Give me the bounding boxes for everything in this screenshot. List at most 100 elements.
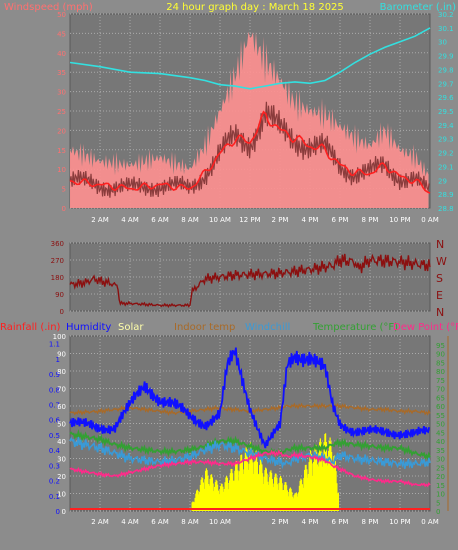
solar-bar <box>331 466 333 511</box>
solar-bar <box>235 463 237 511</box>
solar-bar <box>323 442 325 511</box>
solar-bar <box>233 480 235 511</box>
solar-bar <box>205 468 207 511</box>
solar-bar <box>313 462 315 511</box>
solar-bar <box>286 485 288 511</box>
solar-bar <box>281 483 283 511</box>
solar-bar <box>235 461 237 511</box>
windchill-line <box>69 436 431 470</box>
solar-bar <box>226 477 228 511</box>
dewpoint-line <box>69 449 431 488</box>
solar-bar <box>224 482 226 511</box>
temperature-y-tick: 60 <box>436 403 445 411</box>
solar-bar <box>280 478 282 511</box>
solar-bar <box>212 483 214 511</box>
solar-bar <box>234 470 236 511</box>
solar-bar <box>335 471 337 511</box>
rain-y-tick: 0.9 <box>49 371 60 379</box>
wind-x-tick: 0 AM <box>421 216 439 224</box>
solar-bar <box>196 490 198 511</box>
solar-bar <box>213 491 215 511</box>
solar-bar <box>322 466 324 511</box>
solar-bar <box>275 473 277 511</box>
solar-bar <box>313 450 315 511</box>
solar-bar <box>208 484 210 511</box>
solar-bar <box>209 478 211 511</box>
humidity-y-tick: 90 <box>57 351 66 359</box>
wind-x-tick: 4 PM <box>302 216 319 224</box>
solar-bar <box>199 491 201 511</box>
solar-bar <box>221 483 223 511</box>
solar-bar <box>217 484 219 511</box>
env-legend-label: Temperature (°F) <box>312 322 398 333</box>
env-x-tick: 10 AM <box>209 518 231 526</box>
solar-bar <box>227 483 229 511</box>
solar-bar <box>314 444 316 511</box>
wind-y-tick: 40 <box>57 50 66 58</box>
solar-bar <box>191 502 193 511</box>
solar-bar <box>279 477 281 511</box>
solar-bar <box>325 433 327 511</box>
solar-bar <box>285 482 287 511</box>
barometer-y-tick: 30 <box>438 39 447 47</box>
windspeed-axis-label: Windspeed (mph) <box>4 2 93 13</box>
solar-bar <box>310 454 312 511</box>
temperature-y-tick: 75 <box>436 377 445 385</box>
compass-label: N <box>436 238 444 251</box>
solar-bar <box>253 461 255 511</box>
solar-bar <box>214 486 216 511</box>
barometer-line <box>69 27 431 90</box>
solar-bar <box>252 462 254 511</box>
temperature-y-tick: 55 <box>436 412 445 420</box>
solar-bar <box>243 474 245 511</box>
solar-bar <box>245 447 247 511</box>
solar-bar <box>284 482 286 511</box>
solar-bar <box>250 442 252 511</box>
wind-x-tick: 12 PM <box>239 216 260 224</box>
solar-bar <box>286 490 288 511</box>
env-x-tick: 8 PM <box>362 518 379 526</box>
compass-label: N <box>436 306 444 319</box>
solar-bar <box>199 485 201 511</box>
solar-bar <box>322 456 324 511</box>
solar-bar <box>293 495 295 511</box>
solar-bar <box>333 456 335 511</box>
rain-y-tick: 0.1 <box>49 493 60 501</box>
solar-bar <box>196 489 198 511</box>
temperature-y-tick: 40 <box>436 438 445 446</box>
env-legend-label: Humidity <box>66 322 111 333</box>
humidity-y-tick: 50 <box>57 421 66 429</box>
solar-bar <box>290 488 292 511</box>
solar-bar <box>241 454 243 511</box>
wind-x-tick: 6 AM <box>151 216 169 224</box>
humidity-y-tick: 0 <box>62 508 66 516</box>
solar-bar <box>195 493 197 511</box>
temperature-y-tick: 65 <box>436 394 445 402</box>
humidity-line <box>69 347 430 449</box>
solar-bar <box>246 449 248 511</box>
solar-bar <box>318 452 320 511</box>
barometer-y-tick: 28.9 <box>438 191 454 199</box>
solar-bar <box>336 483 338 511</box>
temperature-y-tick: 5 <box>436 499 440 507</box>
temperature-y-tick: 45 <box>436 429 445 437</box>
solar-bar <box>327 465 329 511</box>
solar-bar <box>240 455 242 511</box>
solar-bar <box>274 477 276 511</box>
wind-y-tick: 10 <box>57 166 66 174</box>
direction-y-tick: 180 <box>51 274 64 282</box>
temperature-y-tick: 95 <box>436 342 445 350</box>
solar-bar <box>220 483 222 511</box>
solar-bar <box>256 453 258 511</box>
barometer-y-tick: 29.5 <box>438 108 454 116</box>
solar-bar <box>289 488 291 511</box>
temperature-y-tick: 70 <box>436 386 445 394</box>
solar-bar <box>231 469 233 511</box>
direction-y-tick: 90 <box>55 291 64 299</box>
solar-bar <box>261 464 263 511</box>
solar-bar <box>268 484 270 511</box>
compass-label: W <box>436 255 447 268</box>
rain-y-tick: 0.4 <box>49 447 61 455</box>
solar-bar <box>211 474 213 511</box>
solar-bar <box>214 482 216 511</box>
